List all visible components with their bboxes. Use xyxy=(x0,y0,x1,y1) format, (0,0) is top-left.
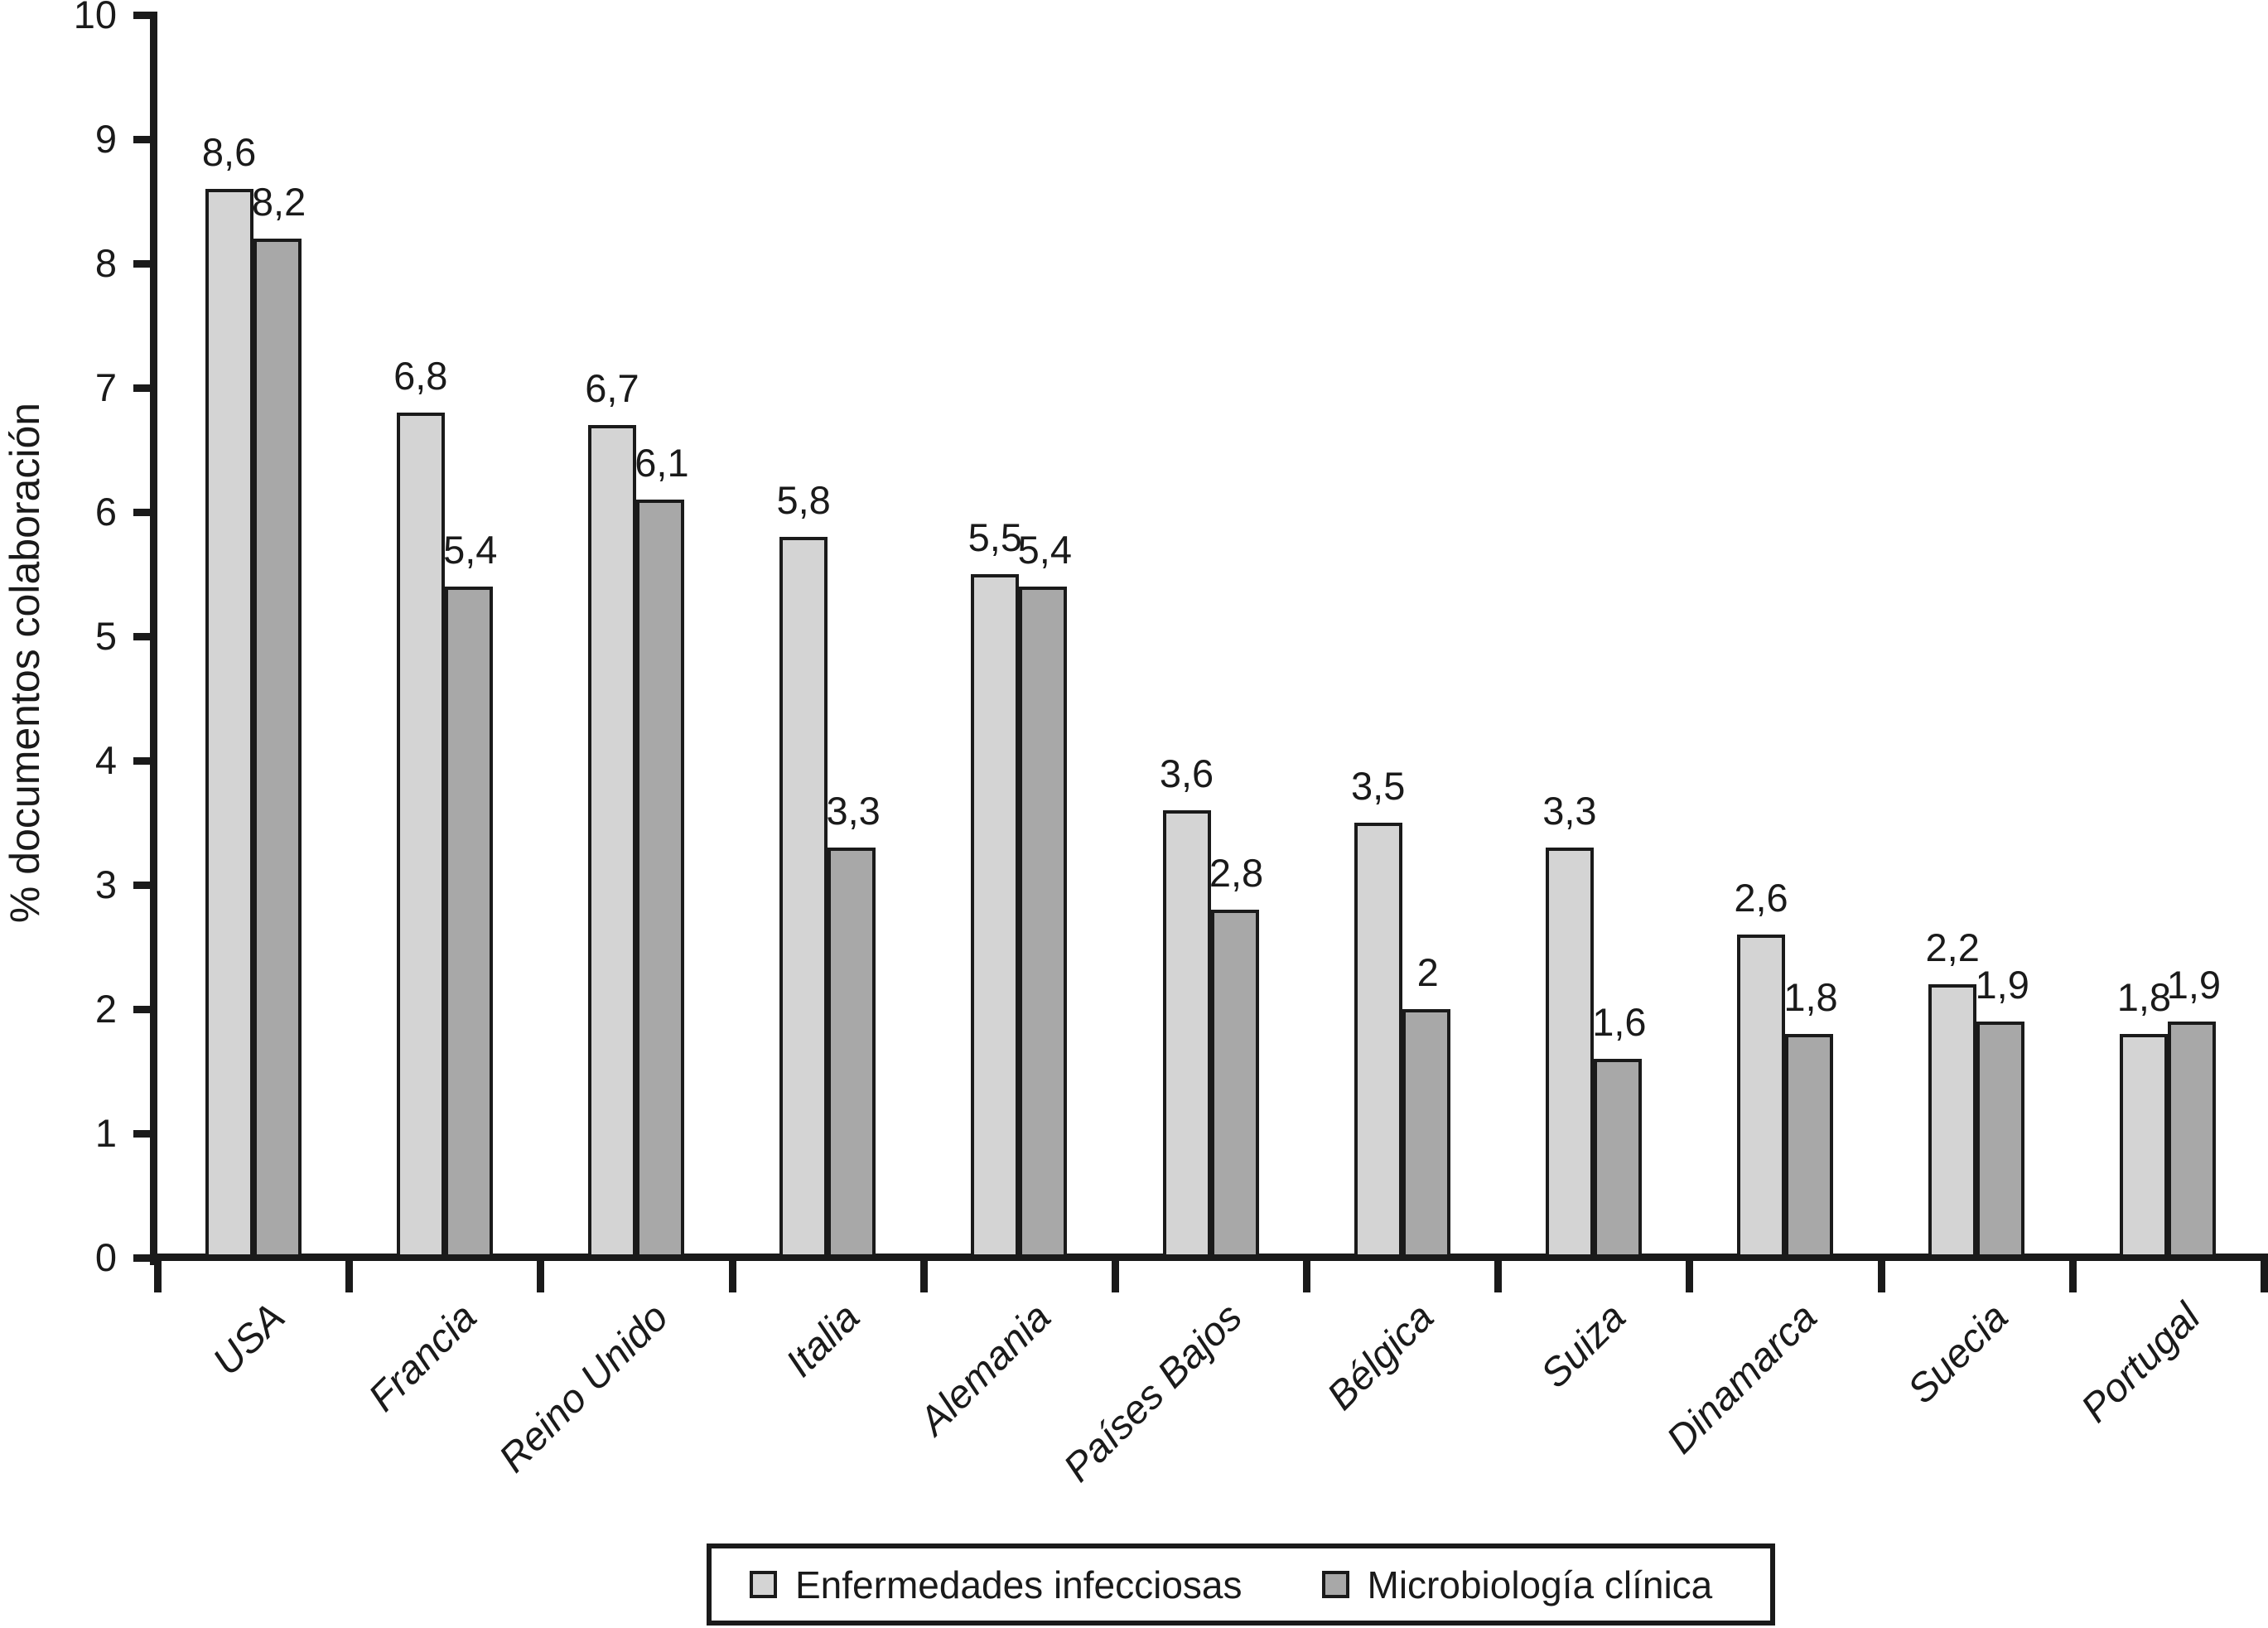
bar-value-label: 2,8 xyxy=(1209,851,1264,895)
x-axis-category-label: USA xyxy=(205,1295,294,1384)
y-tick xyxy=(133,1006,150,1013)
bar-value-label: 1,8 xyxy=(2116,975,2172,1019)
bar-microbiologia-clinica xyxy=(1976,1022,2025,1258)
y-tick-label: 4 xyxy=(94,738,117,782)
y-axis-title: % documentos colaboración xyxy=(2,402,48,924)
bar-enfermedades-infecciosas xyxy=(205,189,253,1258)
y-tick xyxy=(133,1254,150,1262)
bar-value-label: 1,8 xyxy=(1783,975,1838,1019)
y-tick xyxy=(133,136,150,143)
legend-label: Microbiología clínica xyxy=(1367,1563,1713,1606)
bar-enfermedades-infecciosas xyxy=(1354,823,1402,1258)
x-axis-category-label: Países Bajos xyxy=(1055,1295,1252,1490)
bar-value-label: 6,7 xyxy=(585,366,639,410)
bar-value-label: 5,5 xyxy=(968,515,1022,559)
x-axis-category-label: Reino Unido xyxy=(490,1295,677,1481)
bar-enfermedades-infecciosas xyxy=(1928,984,1977,1258)
bar-value-label: 5,4 xyxy=(443,528,498,572)
bar-value-label: 8,6 xyxy=(201,130,257,174)
bar-enfermedades-infecciosas xyxy=(779,537,828,1258)
bar-microbiologia-clinica xyxy=(1785,1034,1834,1258)
x-tick xyxy=(728,1261,736,1292)
legend-label: Enfermedades infecciosas xyxy=(795,1563,1243,1606)
bar-value-label: 2,2 xyxy=(1925,925,1980,969)
bar-value-label: 1,9 xyxy=(2166,963,2222,1007)
x-tick xyxy=(1303,1261,1311,1292)
x-tick xyxy=(1877,1261,1885,1292)
x-tick xyxy=(1494,1261,1503,1292)
legend-swatch xyxy=(750,1571,777,1598)
bar-microbiologia-clinica xyxy=(253,239,302,1258)
bar-microbiologia-clinica xyxy=(444,587,493,1258)
legend: Enfermedades infecciosas Microbiología c… xyxy=(707,1543,1775,1626)
y-tick xyxy=(133,757,150,765)
bar-enfermedades-infecciosas xyxy=(971,574,1020,1258)
bar-value-label: 6,8 xyxy=(393,354,448,398)
bar-value-label: 8,2 xyxy=(251,180,306,224)
y-tick-label: 2 xyxy=(94,987,117,1031)
bar-microbiologia-clinica xyxy=(2168,1022,2217,1258)
bar-value-label: 1,6 xyxy=(1592,1000,1647,1044)
bar-value-label: 5,4 xyxy=(1017,528,1072,572)
y-tick xyxy=(133,384,150,392)
bar-value-label: 3,6 xyxy=(1159,751,1214,795)
x-tick xyxy=(154,1261,162,1292)
bar-enfermedades-infecciosas xyxy=(1545,848,1594,1258)
x-axis-category-label: Suecia xyxy=(1899,1295,2018,1413)
x-axis-category-label: Bélgica xyxy=(1319,1295,1443,1419)
x-tick xyxy=(2261,1261,2268,1292)
x-axis-category-label: Italia xyxy=(777,1295,868,1386)
x-tick xyxy=(2068,1261,2077,1292)
bar-value-label: 2,6 xyxy=(1734,876,1788,920)
y-tick-label: 7 xyxy=(94,365,117,409)
y-tick-label: 8 xyxy=(94,241,117,285)
y-tick xyxy=(133,1130,150,1138)
x-axis-category-label: Alemania xyxy=(911,1295,1060,1444)
bar-microbiologia-clinica xyxy=(1019,587,1068,1258)
bar-microbiologia-clinica xyxy=(1402,1009,1450,1258)
x-axis-category-label: Portugal xyxy=(2073,1295,2209,1432)
bar-enfermedades-infecciosas xyxy=(587,425,636,1258)
x-tick xyxy=(919,1261,928,1292)
x-tick xyxy=(1686,1261,1694,1292)
y-tick-label: 1 xyxy=(94,1111,117,1155)
y-tick xyxy=(133,12,150,19)
x-axis-category-label: Francia xyxy=(360,1295,485,1420)
y-tick xyxy=(133,633,150,640)
bar-value-label: 1,9 xyxy=(1975,963,2029,1007)
x-tick xyxy=(1111,1261,1119,1292)
bar-microbiologia-clinica xyxy=(828,848,876,1258)
y-tick-label: 10 xyxy=(73,0,117,36)
x-axis-category-label: Dinamarca xyxy=(1658,1295,1826,1462)
y-tick-label: 9 xyxy=(94,117,117,161)
y-tick-label: 0 xyxy=(94,1235,117,1279)
bar-microbiologia-clinica xyxy=(1593,1059,1642,1258)
bar-value-label: 3,5 xyxy=(1351,764,1406,808)
legend-item: Enfermedades infecciosas xyxy=(750,1563,1243,1606)
bar-value-label: 3,3 xyxy=(826,789,881,833)
y-tick-label: 6 xyxy=(94,490,117,534)
bar-enfermedades-infecciosas xyxy=(1162,810,1211,1258)
bar-value-label: 3,3 xyxy=(1542,789,1597,833)
bar-enfermedades-infecciosas xyxy=(396,413,445,1258)
bar-microbiologia-clinica xyxy=(635,500,684,1258)
x-tick xyxy=(345,1261,354,1292)
y-tick xyxy=(133,509,150,516)
bar-value-label: 5,8 xyxy=(776,478,831,522)
y-tick-label: 3 xyxy=(94,862,117,906)
bar-enfermedades-infecciosas xyxy=(1737,935,1786,1258)
x-tick xyxy=(537,1261,545,1292)
y-axis-line xyxy=(150,12,157,1265)
y-tick xyxy=(133,260,150,268)
legend-item: Microbiología clínica xyxy=(1321,1563,1713,1606)
y-tick-label: 5 xyxy=(94,614,117,658)
legend-swatch xyxy=(1321,1571,1349,1598)
bar-microbiologia-clinica xyxy=(1210,910,1259,1258)
bar-enfermedades-infecciosas xyxy=(2120,1034,2169,1258)
x-axis-category-label: Suiza xyxy=(1532,1295,1634,1397)
bar-value-label: 6,1 xyxy=(635,441,689,485)
y-tick xyxy=(133,882,150,889)
bar-value-label: 2 xyxy=(1416,950,1439,994)
